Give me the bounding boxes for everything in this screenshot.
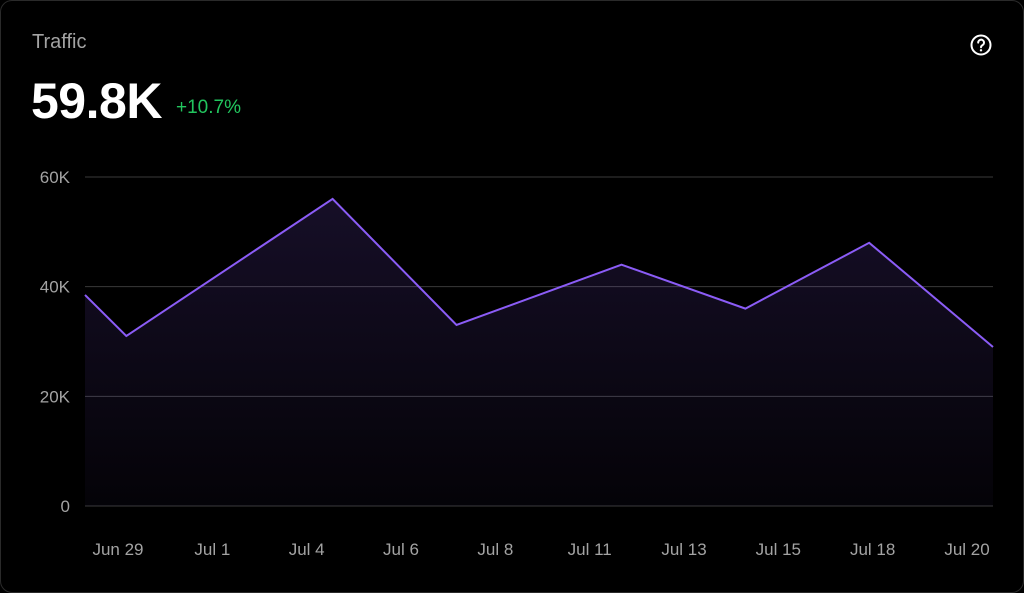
x-tick-label: Jul 18 [850,540,895,559]
y-tick-label: 60K [40,168,71,187]
y-tick-label: 20K [40,387,71,406]
question-circle-icon[interactable] [969,33,993,57]
x-tick-label: Jul 6 [383,540,419,559]
x-tick-label: Jul 13 [661,540,706,559]
traffic-area-fill [85,198,993,506]
traffic-series-line [84,197,994,348]
y-tick-label: 0 [61,497,70,516]
traffic-total-value: 59.8K [31,73,162,129]
x-tick-label: Jun 29 [92,540,143,559]
x-tick-label: Jul 1 [194,540,230,559]
x-tick-label: Jul 4 [289,540,325,559]
x-tick-label: Jul 11 [568,540,612,559]
x-tick-label: Jul 20 [944,540,989,559]
x-tick-label: Jul 8 [477,540,513,559]
y-tick-label: 40K [40,278,71,297]
x-tick-label: Jul 15 [756,540,801,559]
card-title: Traffic [32,31,87,53]
traffic-change-badge: +10.7% [176,97,241,118]
